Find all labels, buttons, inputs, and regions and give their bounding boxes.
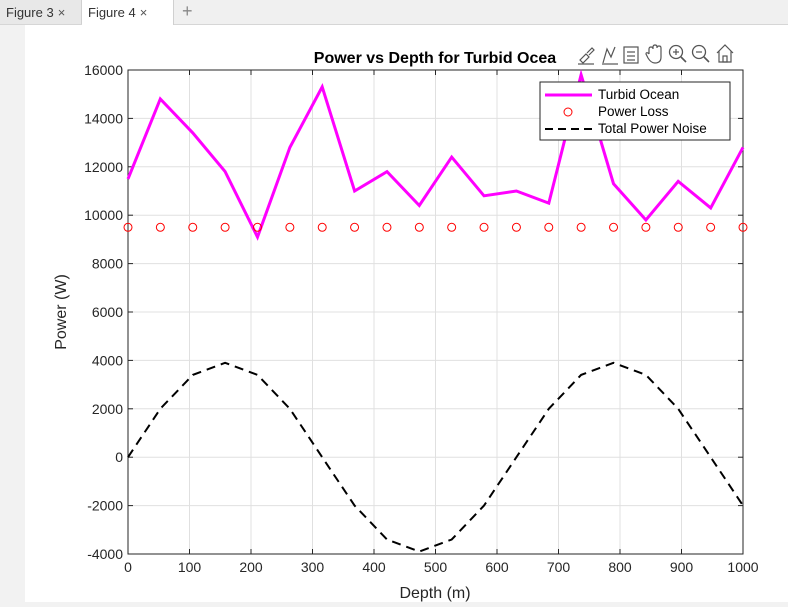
x-tick-label: 900 xyxy=(670,559,694,575)
data-point-power-loss xyxy=(350,222,360,232)
x-tick-group: 0 100 200 300 400 500 600 700 800 900 1000 xyxy=(124,70,759,575)
legend-label-turbid-ocean: Turbid Ocean xyxy=(598,87,679,102)
data-point-power-loss xyxy=(220,222,230,232)
x-tick-label: 700 xyxy=(547,559,571,575)
x-axis-label: Depth (m) xyxy=(399,585,470,602)
y-tick-label: -4000 xyxy=(87,546,123,562)
y-tick-label: 4000 xyxy=(92,352,123,368)
data-point-power-loss xyxy=(609,222,619,232)
data-tips-icon[interactable] xyxy=(602,46,618,65)
data-point-power-loss xyxy=(479,222,489,232)
brush-icon[interactable] xyxy=(578,47,595,65)
y-tick-label: 12000 xyxy=(84,159,123,175)
figure-canvas: 0 100 200 300 400 500 600 700 800 900 1000 -4000 -2… xyxy=(25,25,788,602)
legend: Turbid Ocean Power Loss Total Power Nois… xyxy=(539,81,731,141)
legend-label-power-loss: Power Loss xyxy=(598,104,669,119)
series-line-turbid-ocean xyxy=(126,69,745,241)
x-tick-label: 800 xyxy=(608,559,632,575)
data-point-power-loss xyxy=(641,222,651,232)
plot-svg: 0 100 200 300 400 500 600 700 800 900 1000 -4000 -2… xyxy=(53,42,759,602)
x-tick-label: 200 xyxy=(239,559,263,575)
x-tick-label: 0 xyxy=(124,559,132,575)
data-point-power-loss xyxy=(414,222,424,232)
x-tick-label: 600 xyxy=(485,559,509,575)
y-tick-label: 8000 xyxy=(92,256,123,272)
y-tick-group: -4000 -2000 0 2000 4000 6000 8000 10000 12000 140… xyxy=(84,62,743,562)
y-tick-label: 10000 xyxy=(84,207,123,223)
zoom-out-icon[interactable] xyxy=(691,44,710,63)
zoom-in-icon[interactable] xyxy=(668,44,687,63)
figure-tab-bar: Figure 3 × Figure 4 × + xyxy=(0,0,788,25)
data-point-power-loss xyxy=(706,222,716,232)
data-point-power-loss xyxy=(252,222,262,232)
chart-title: Power vs Depth for Turbid Ocea xyxy=(314,50,557,67)
axes-toolbar xyxy=(573,42,743,68)
tab-label: Figure 3 xyxy=(6,4,54,20)
data-point-power-loss xyxy=(576,222,586,232)
add-tab-icon[interactable]: + xyxy=(182,1,193,21)
legend-swatch-power-loss xyxy=(563,107,573,117)
data-point-power-loss xyxy=(123,222,133,232)
legend-icon[interactable] xyxy=(623,46,639,64)
tab-label: Figure 4 xyxy=(88,5,136,20)
close-icon[interactable]: × xyxy=(57,4,66,20)
x-tick-label: 100 xyxy=(178,559,202,575)
data-point-power-loss xyxy=(511,222,521,232)
series-group xyxy=(123,69,748,553)
pan-icon[interactable] xyxy=(645,44,662,64)
legend-label-total-power-noise: Total Power Noise xyxy=(598,121,707,136)
tab-figure-4[interactable]: Figure 4 × xyxy=(82,0,174,25)
data-point-power-loss xyxy=(382,222,392,232)
y-tick-label: 16000 xyxy=(84,62,123,78)
y-tick-label: 0 xyxy=(115,449,123,465)
x-tick-label: 1000 xyxy=(727,559,758,575)
y-axis-label: Power (W) xyxy=(53,274,70,350)
y-tick-label: 14000 xyxy=(84,110,123,126)
data-point-power-loss xyxy=(447,222,457,232)
x-tick-label: 500 xyxy=(424,559,448,575)
data-point-power-loss xyxy=(285,222,295,232)
data-point-power-loss xyxy=(673,222,683,232)
data-point-power-loss xyxy=(317,222,327,232)
tab-figure-3[interactable]: Figure 3 × xyxy=(0,0,82,24)
grid xyxy=(127,69,744,555)
y-tick-label: -2000 xyxy=(87,498,123,514)
series-line-total-power-noise xyxy=(127,361,744,553)
data-point-power-loss xyxy=(544,222,554,232)
data-point-power-loss xyxy=(738,222,748,232)
y-tick-label: 6000 xyxy=(92,304,123,320)
y-tick-label: 2000 xyxy=(92,401,123,417)
data-point-power-loss xyxy=(155,222,165,232)
home-icon[interactable] xyxy=(716,44,734,63)
close-icon[interactable]: × xyxy=(139,5,148,20)
x-tick-label: 400 xyxy=(362,559,386,575)
data-point-power-loss xyxy=(188,222,198,232)
x-tick-label: 300 xyxy=(301,559,325,575)
